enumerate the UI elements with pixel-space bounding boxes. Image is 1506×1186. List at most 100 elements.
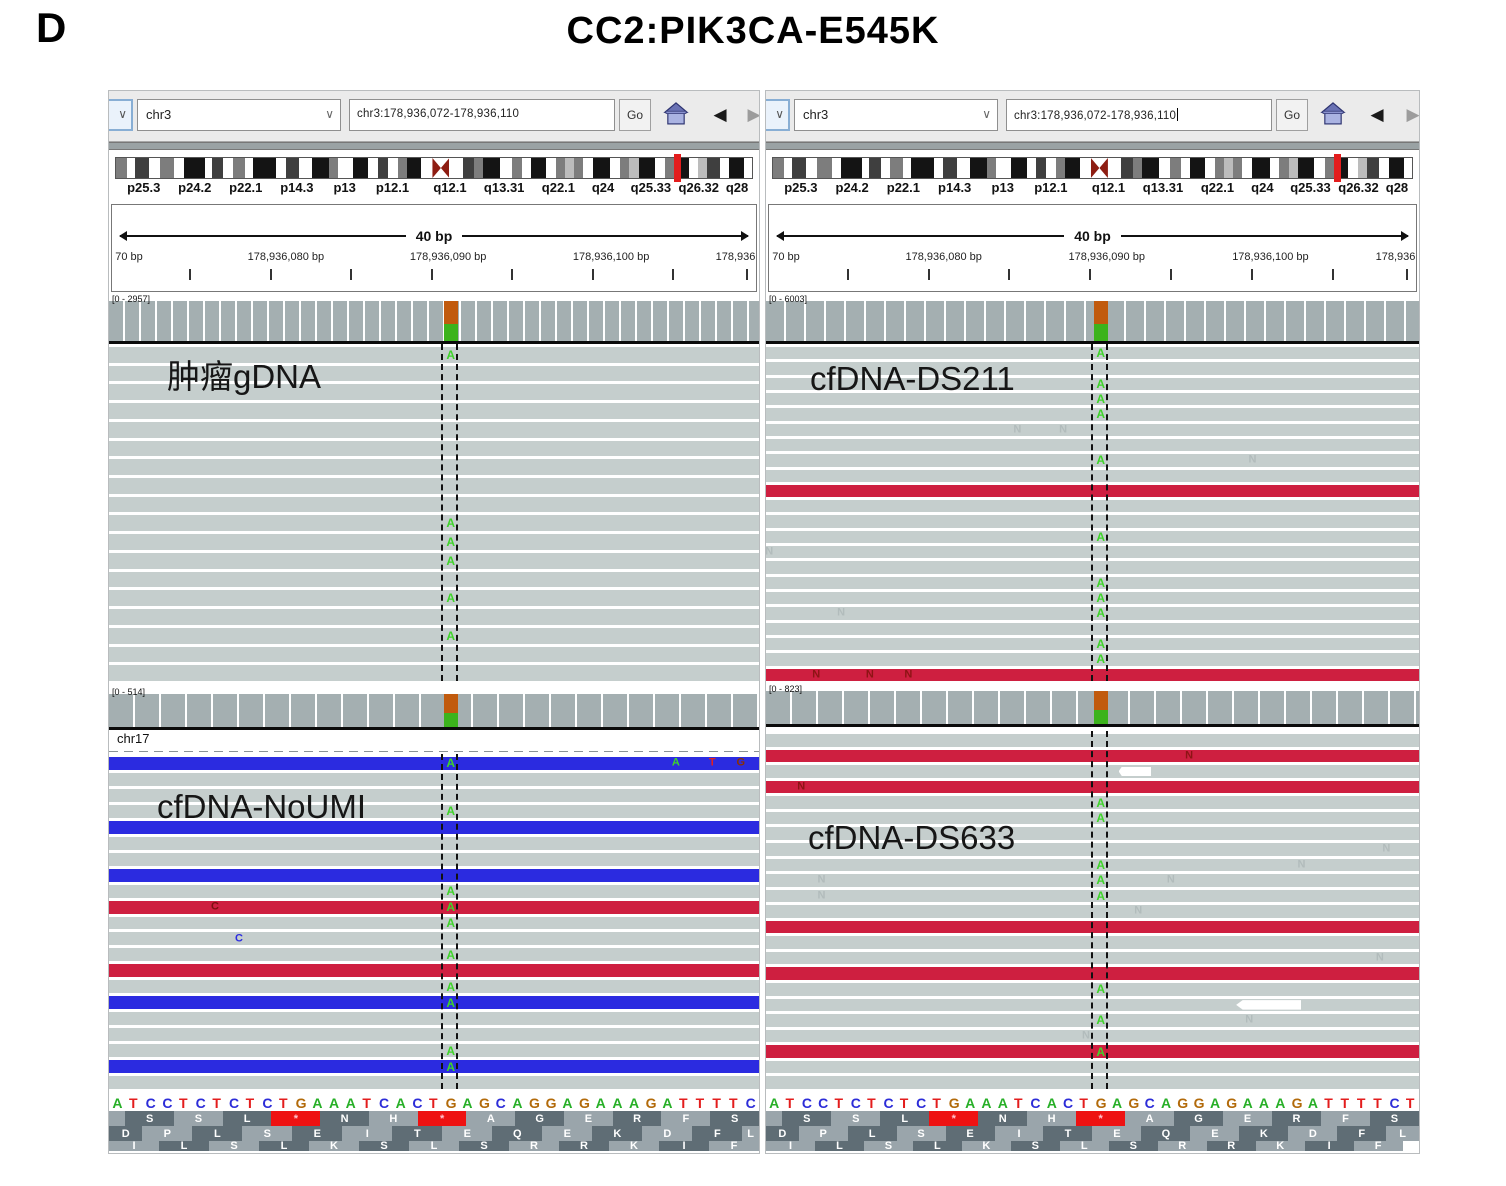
chromosome-band xyxy=(719,158,730,178)
read-row[interactable]: A xyxy=(109,947,759,962)
read-row[interactable] xyxy=(109,964,759,978)
reference-base: C xyxy=(162,1095,173,1111)
read-row[interactable] xyxy=(109,868,759,882)
back-icon[interactable]: ◀ xyxy=(713,105,727,124)
chromosome-band xyxy=(654,158,666,178)
read-row[interactable]: A xyxy=(109,627,759,644)
chromosome-band xyxy=(232,158,245,178)
chromosome-band xyxy=(841,158,862,178)
read-row[interactable]: A xyxy=(109,884,759,898)
refresh-icon-partial[interactable]: ⟳ xyxy=(1416,100,1419,130)
base-call-a: A xyxy=(446,947,455,962)
aa-frame-row: S S L * N H * A G E R F S xyxy=(109,1111,759,1126)
ruler-ticks xyxy=(769,269,1416,281)
amino-acid-track[interactable]: S S L * N H * A G E R F S D P L S E I T E Q E K D F L I L S L K S L S R R K I F xyxy=(109,1111,759,1151)
tick-label: 178,936,080 bp xyxy=(905,251,982,263)
coverage-track[interactable]: [0 - 6003] xyxy=(766,294,1419,341)
forward-icon[interactable]: ▶ xyxy=(1406,105,1420,124)
chromosome-ideogram[interactable]: p25.3 p24.2 p22.1 p14.3 p13 p12.1 q12.1 q13.31 q… xyxy=(766,150,1419,202)
coverage-track[interactable]: [0 - 2957] xyxy=(109,294,759,341)
chromosome-ideogram[interactable]: p25.3 p24.2 p22.1 p14.3 p13 p12.1 q12.1 q13.31 q… xyxy=(109,150,759,202)
igv-browser-right: ∨ chr3 ∨ chr3:178,936,072-178,936,110 Go… xyxy=(765,90,1420,1154)
aa-cell: L xyxy=(1059,1140,1109,1151)
read-row[interactable] xyxy=(109,788,759,802)
genome-combo-partial[interactable]: ∨ xyxy=(766,99,790,131)
read-row[interactable] xyxy=(109,1028,759,1042)
read-row[interactable] xyxy=(109,852,759,866)
genome-combo-partial[interactable]: ∨ xyxy=(109,99,133,131)
chromosome-combo[interactable]: chr3 ∨ xyxy=(794,99,998,131)
chromosome-tab[interactable]: chr17 xyxy=(111,730,160,746)
forward-icon[interactable]: ▶ xyxy=(747,105,760,124)
go-button[interactable]: Go xyxy=(619,99,651,131)
band-label: p24.2 xyxy=(835,180,869,195)
chromosome-band xyxy=(707,158,720,178)
read-row[interactable] xyxy=(109,459,759,476)
chromosome-band xyxy=(902,158,912,178)
read-row[interactable] xyxy=(109,496,759,513)
read-row[interactable] xyxy=(109,609,759,625)
locus-input[interactable]: chr3:178,936,072-178,936,110 xyxy=(1006,99,1272,131)
aa-cell: E xyxy=(1223,1111,1272,1126)
home-icon[interactable] xyxy=(661,100,691,130)
read-row[interactable]: A xyxy=(109,534,759,550)
read-row[interactable] xyxy=(109,772,759,786)
read-row[interactable] xyxy=(109,571,759,588)
read-row[interactable]: A xyxy=(109,347,759,363)
read-row[interactable] xyxy=(109,1076,759,1090)
chromosome-band xyxy=(791,158,807,178)
base-call-a: A xyxy=(1096,529,1105,544)
coverage-scale-label: [0 - 6003] xyxy=(769,294,808,304)
read-row[interactable] xyxy=(109,365,759,382)
aa-cell: E xyxy=(1092,1126,1142,1141)
home-icon[interactable] xyxy=(1318,100,1348,130)
read-row[interactable]: A xyxy=(109,1044,759,1058)
chevron-down-icon: ∨ xyxy=(982,107,991,121)
chromosome-band xyxy=(880,158,891,178)
base-call-n: N xyxy=(765,545,774,558)
read-row[interactable] xyxy=(109,384,759,401)
read-row[interactable] xyxy=(109,478,759,494)
read-row[interactable] xyxy=(109,820,759,834)
locus-input[interactable]: chr3:178,936,072-178,936,110 xyxy=(349,99,615,131)
back-icon[interactable]: ◀ xyxy=(1370,105,1384,124)
chromosome-band xyxy=(831,158,842,178)
coverage-mutation-column xyxy=(443,301,458,341)
coverage-track[interactable]: [0 - 823] xyxy=(766,684,1419,724)
refresh-icon-partial[interactable]: ⟳ xyxy=(757,100,759,130)
read-row[interactable] xyxy=(109,665,759,681)
read-row[interactable] xyxy=(109,403,759,419)
read-row[interactable]: A xyxy=(109,916,759,930)
reference-base: A xyxy=(562,1095,573,1111)
ruler-ticks xyxy=(112,269,756,281)
coverage-mutation-column xyxy=(1093,301,1108,341)
base-call-n: N xyxy=(1382,842,1391,855)
read-row[interactable] xyxy=(109,440,759,457)
read-row[interactable] xyxy=(109,836,759,850)
ruler-track[interactable]: 40 bp 70 bp 178,936,080 bp 178,936,090 bp 17… xyxy=(768,204,1417,292)
read-row[interactable]: A xyxy=(109,996,759,1010)
read-row[interactable] xyxy=(109,1012,759,1026)
amino-acid-track[interactable]: S S L * N H * A G E R F S D P L S E I T E Q E K D F L I L S L K S L S R R K I F xyxy=(766,1111,1419,1151)
coverage-track[interactable]: [0 - 514] xyxy=(109,687,759,727)
read-row[interactable]: C xyxy=(109,932,759,946)
chromosome-band xyxy=(546,158,556,178)
base-call-a: A xyxy=(1096,1044,1105,1059)
aa-cell: R xyxy=(1157,1140,1207,1151)
reference-base: G xyxy=(1177,1095,1189,1111)
chromosome-combo[interactable]: chr3 ∨ xyxy=(137,99,341,131)
read-row[interactable]: A xyxy=(109,1060,759,1074)
read-row[interactable]: A xyxy=(109,980,759,994)
ruler-track[interactable]: 40 bp 70 bp 178,936,080 bp 178,936,090 bp 17… xyxy=(111,204,757,292)
read-row[interactable] xyxy=(109,421,759,438)
read-row[interactable]: A xyxy=(109,590,759,607)
read-row[interactable] xyxy=(109,646,759,663)
read-row[interactable]: A xyxy=(109,515,759,532)
read-row[interactable]: A xyxy=(109,804,759,818)
read-row[interactable]: A xyxy=(109,552,759,569)
go-button[interactable]: Go xyxy=(1276,99,1308,131)
